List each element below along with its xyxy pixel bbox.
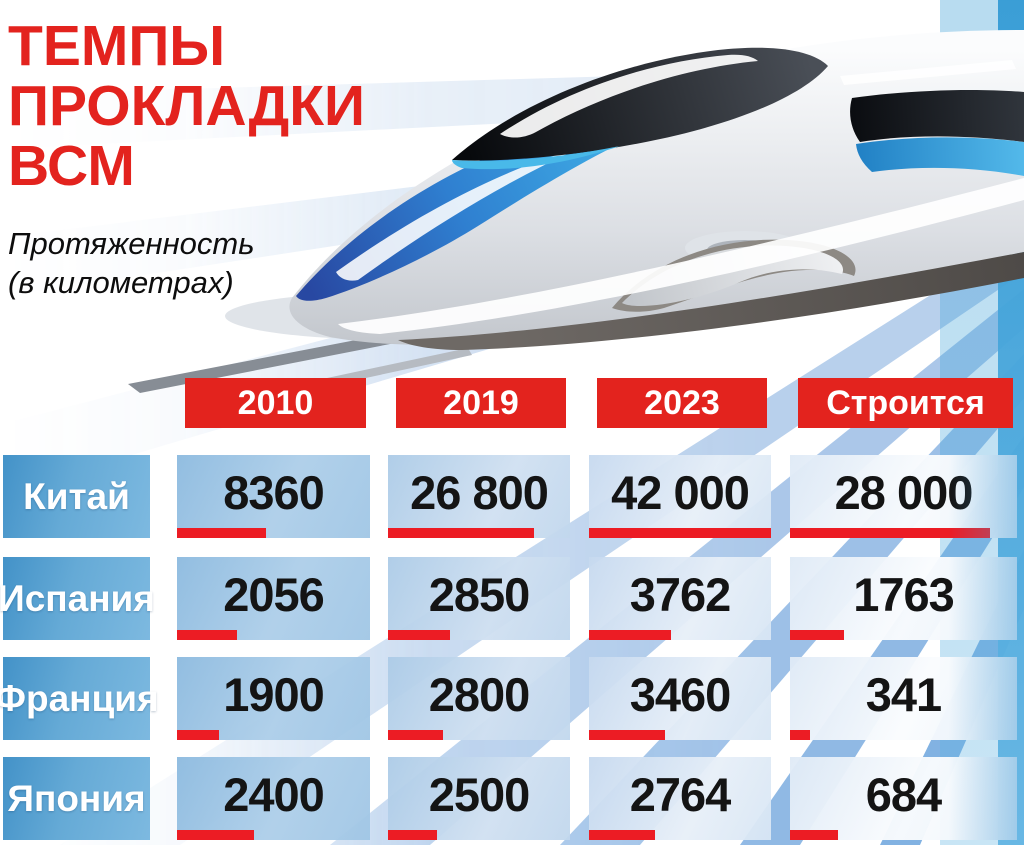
subtitle-line-2: (в километрах): [8, 265, 234, 300]
title-line-2: ПРОКЛАДКИ: [8, 74, 366, 138]
value-text: 2400: [223, 768, 325, 821]
value-cell: 684: [790, 757, 1017, 840]
subtitle-line-1: Протяженность: [8, 226, 255, 261]
black-windshield: [452, 47, 828, 161]
value-underline-bar: [589, 528, 771, 538]
value-underline-bar: [388, 730, 443, 740]
value-cell: 8360: [177, 455, 370, 538]
value-text: 8360: [223, 466, 325, 519]
value-underline-bar: [790, 630, 845, 640]
value-cell: 341: [790, 657, 1017, 740]
column-header-stroitsya: Строится: [798, 378, 1013, 428]
value-underline-bar: [790, 528, 990, 538]
title-line-3: ВСМ: [8, 134, 135, 198]
value-text: 26 800: [410, 466, 549, 519]
value-text: 684: [865, 768, 942, 821]
value-cell: 28 000: [790, 455, 1017, 538]
side-window: [850, 90, 1024, 142]
value-text: 1763: [853, 568, 955, 621]
value-underline-bar: [177, 630, 237, 640]
nose-stripe-highlight: [336, 148, 580, 281]
value-cell: 42 000: [589, 455, 771, 538]
title-line-1: ТЕМПЫ: [8, 14, 226, 78]
value-cell: 2800: [388, 657, 570, 740]
value-underline-bar: [177, 830, 255, 840]
value-cell: 2850: [388, 557, 570, 640]
value-underline-bar: [388, 830, 438, 840]
country-label: Испания: [0, 557, 155, 640]
value-cell: 2500: [388, 757, 570, 840]
table-row-china: Китай 8360 26 800 42 000 28 000: [0, 455, 1024, 538]
value-text: 28 000: [834, 466, 974, 519]
value-cell: 3762: [589, 557, 771, 640]
page-subtitle: Протяженность (в километрах): [8, 224, 255, 302]
aero-curl: [622, 245, 844, 306]
column-header-2010: 2010: [185, 378, 366, 428]
value-text: 1900: [223, 668, 325, 721]
value-underline-bar: [388, 528, 534, 538]
page-title: ТЕМПЫ ПРОКЛАДКИ ВСМ: [8, 16, 365, 196]
column-header-2023: 2023: [597, 378, 767, 428]
table-row-spain: Испания 2056 2850 3762 1763: [0, 557, 1024, 640]
value-cell: 26 800: [388, 455, 570, 538]
windshield-glass-sliver: [452, 146, 620, 170]
country-label: Китай: [3, 455, 150, 538]
value-text: 42 000: [611, 466, 750, 519]
value-underline-bar: [790, 830, 838, 840]
side-window-blue-band: [856, 137, 1024, 176]
value-underline-bar: [589, 830, 655, 840]
value-text: 2500: [428, 768, 531, 821]
body-white-streak: [338, 178, 1024, 334]
value-underline-bar: [177, 528, 266, 538]
value-cell: 3460: [589, 657, 771, 740]
value-cell: 2764: [589, 757, 771, 840]
value-cell: 2400: [177, 757, 370, 840]
value-underline-bar: [589, 730, 666, 740]
value-text: 2764: [629, 768, 732, 821]
value-text: 2056: [223, 568, 325, 621]
windshield-white-stripe: [500, 54, 758, 138]
value-text: 2800: [428, 668, 531, 721]
value-cell: 1763: [790, 557, 1017, 640]
table-row-france: Франция 1900 2800 3460 341: [0, 657, 1024, 740]
value-underline-bar: [790, 730, 811, 740]
value-cell: 1900: [177, 657, 370, 740]
value-text: 2850: [428, 568, 531, 621]
table-row-japan: Япония 2400 2500 2764 684: [0, 757, 1024, 840]
country-label: Франция: [0, 657, 159, 740]
roof-white-dash: [840, 60, 1016, 85]
train-skirt: [398, 252, 1024, 350]
value-underline-bar: [177, 730, 220, 740]
value-underline-bar: [388, 630, 450, 640]
table-column-headers: 2010 2019 2023 Строится: [0, 378, 1024, 428]
value-text: 341: [865, 668, 942, 721]
value-underline-bar: [589, 630, 671, 640]
value-cell: 2056: [177, 557, 370, 640]
value-text: 3460: [629, 668, 732, 721]
value-text: 3762: [629, 568, 732, 621]
column-header-2019: 2019: [396, 378, 566, 428]
country-label: Япония: [3, 757, 150, 840]
